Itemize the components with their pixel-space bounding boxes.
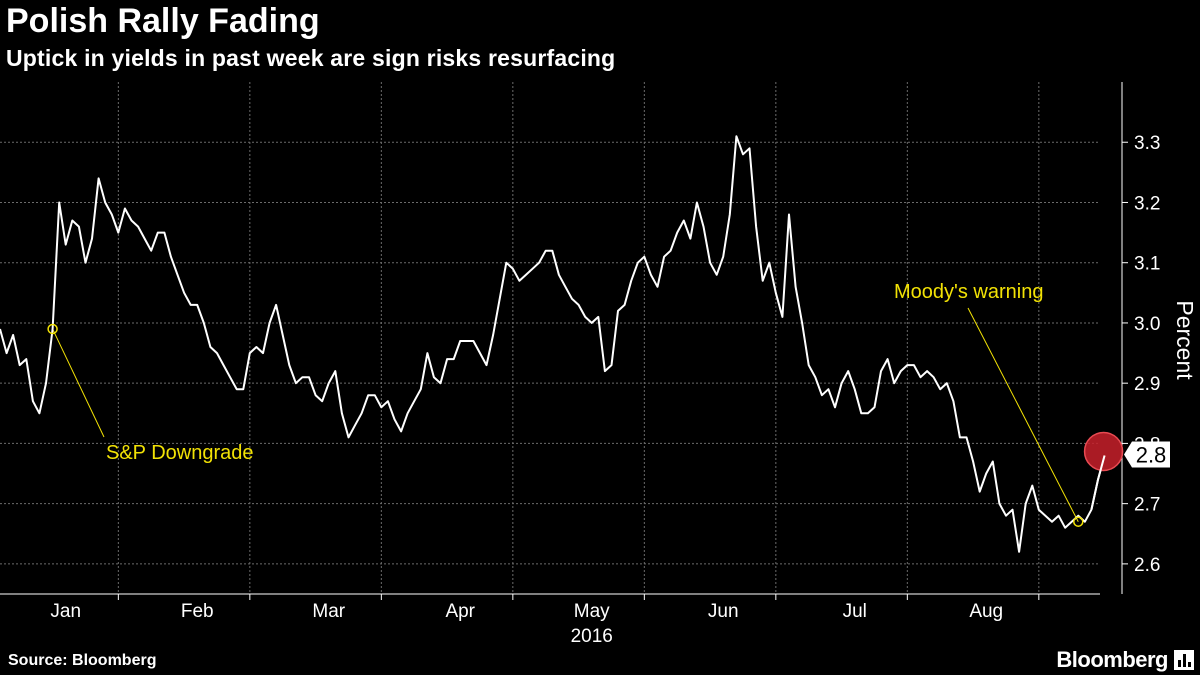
bloomberg-logo: Bloomberg <box>1056 647 1168 672</box>
y-tick-label: 2.7 <box>1134 495 1160 516</box>
sp-leader-line <box>52 328 105 438</box>
chart-title: Polish Rally Fading <box>6 2 320 40</box>
y-tick-label: 2.6 <box>1134 555 1160 576</box>
x-tick-label: Aug <box>969 601 1003 622</box>
last-value-label: 2.8 <box>1136 442 1167 467</box>
y-axis-title: Percent <box>1172 300 1198 380</box>
x-tick-label: Jul <box>843 601 867 622</box>
moodys-leader-line <box>967 307 1079 522</box>
series-line <box>0 135 1106 553</box>
x-tick-label: Feb <box>181 601 214 622</box>
y-tick-label: 3.2 <box>1134 193 1160 214</box>
chart-subtitle: Uptick in yields in past week are sign r… <box>6 45 616 71</box>
x-tick-label: May <box>574 601 610 622</box>
bloomberg-chart-icon <box>1174 650 1194 670</box>
sp-downgrade-label: S&P Downgrade <box>106 442 254 464</box>
x-tick-label: Mar <box>312 601 345 622</box>
x-tick-label: Jan <box>50 601 81 622</box>
sp-marker <box>47 323 58 335</box>
x-tick-label: Jun <box>708 601 739 622</box>
y-tick-label: 3.0 <box>1134 314 1160 335</box>
x-axis-year-label: 2016 <box>571 626 613 647</box>
x-tick-label: Apr <box>445 601 475 622</box>
moodys-marker <box>1073 516 1084 527</box>
last-point-highlight <box>1083 431 1124 472</box>
moodys-warning-label: Moody's warning <box>894 281 1043 303</box>
y-tick-label: 3.3 <box>1134 133 1160 154</box>
source-note: Source: Bloomberg <box>8 652 157 669</box>
last-value-tag <box>1124 441 1170 468</box>
y-tick-label: 2.9 <box>1134 374 1160 395</box>
y-tick-label: 3.1 <box>1134 254 1160 275</box>
series-line-tail <box>1090 455 1106 510</box>
